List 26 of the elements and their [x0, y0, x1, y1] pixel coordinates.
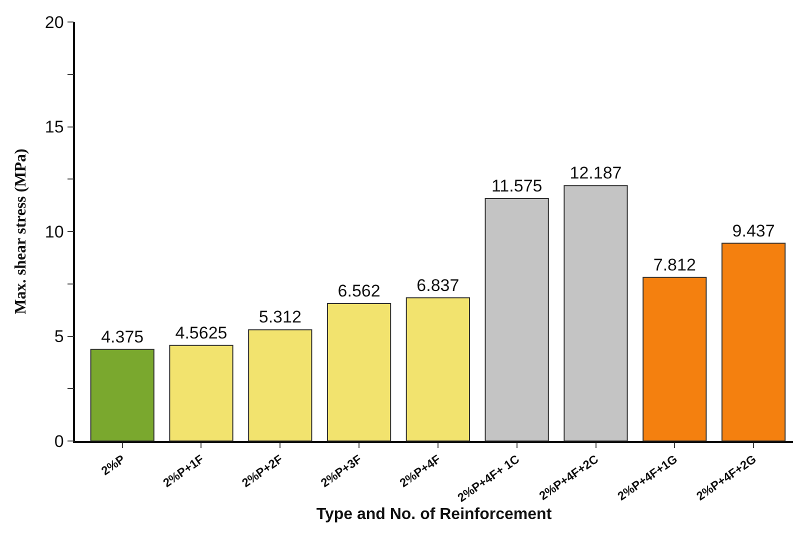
- data-label: 7.812: [653, 255, 696, 274]
- bar: [90, 348, 154, 441]
- bar: [248, 329, 312, 441]
- bar: [564, 185, 628, 441]
- y-tick-label: 10: [44, 222, 64, 242]
- data-label: 12.187: [570, 164, 622, 183]
- data-label: 6.837: [416, 276, 460, 295]
- y-axis-title: Max. shear stress (MPa): [12, 148, 30, 314]
- x-tick-label: 2%P: [98, 452, 128, 478]
- bar: [326, 303, 392, 441]
- bar: [169, 344, 234, 441]
- data-label: 4.375: [101, 327, 144, 346]
- data-label: 6.562: [338, 282, 380, 301]
- data-label: 11.575: [491, 176, 542, 196]
- bar: [406, 297, 470, 441]
- data-label: 9.437: [732, 221, 775, 240]
- bar: [484, 198, 549, 441]
- bar: [721, 242, 786, 441]
- data-label: 5.312: [258, 308, 302, 327]
- data-label: 4.5625: [175, 323, 228, 342]
- bar: [642, 276, 707, 441]
- x-axis-title: Type and No. of Reinforcement: [316, 506, 552, 524]
- y-tick-label: 20: [44, 12, 64, 32]
- y-tick-label: 0: [54, 432, 64, 451]
- y-tick-label: 15: [44, 118, 64, 137]
- y-tick-label: 5: [54, 327, 64, 346]
